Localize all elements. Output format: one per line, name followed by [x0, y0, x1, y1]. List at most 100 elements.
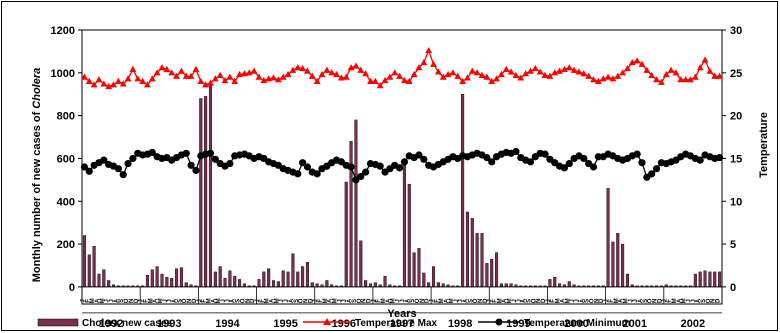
month-label: A [677, 298, 683, 303]
temperature-max-point [119, 80, 127, 87]
y-right-tick-label: 10 [730, 196, 742, 208]
month-label: J [633, 299, 639, 302]
month-label: A [328, 298, 334, 303]
temperature-max-point [628, 58, 636, 66]
temperature-max-point [255, 73, 263, 80]
temperature-max-point [158, 64, 166, 71]
month-label: M [497, 298, 503, 303]
year-label: 1996 [332, 318, 356, 330]
temperature-max-point [177, 67, 185, 74]
temperature-max-point [148, 75, 156, 82]
month-label: O [473, 298, 479, 303]
month-label: D [308, 298, 314, 303]
cholera-bar [625, 273, 629, 288]
y-left-title-part1: Monthly number of new cases of [31, 109, 43, 283]
temperature-max-point [260, 76, 268, 84]
y-left-tick-label: 1200 [51, 25, 75, 37]
temperature-max-point [701, 56, 709, 63]
temperature-max-point [221, 76, 229, 84]
cholera-bar [301, 266, 305, 288]
temperature-max-point [231, 77, 239, 84]
temperature-min-point [420, 155, 428, 163]
cholera-bar [175, 268, 179, 288]
cholera-bar [698, 271, 702, 288]
month-label: A [114, 298, 120, 303]
y-left-tick-label: 400 [57, 196, 75, 208]
cholera-bar [97, 273, 101, 288]
month-label: F [493, 299, 499, 303]
cholera-bar [548, 279, 552, 288]
temperature-min-point [580, 154, 588, 163]
temperature-max-point [182, 72, 190, 79]
year-label: 1997 [390, 318, 414, 330]
month-label: J [342, 299, 348, 302]
cholera-bar [281, 270, 285, 288]
temperature-max-point [430, 60, 437, 67]
temperature-max-point [648, 71, 656, 78]
cholera-bar [359, 240, 363, 288]
temperature-min-point [512, 147, 520, 156]
temperature-max-point [236, 70, 243, 78]
legend-label-tmin: Temperature Minimum [524, 318, 631, 329]
month-label: J [168, 299, 174, 302]
temperature-min-point [80, 163, 89, 171]
y-right-tick-label: 30 [730, 25, 742, 37]
cholera-bar [364, 280, 368, 288]
temperature-max-point [691, 73, 699, 80]
cholera-bar [693, 273, 697, 288]
month-label: O [531, 298, 537, 303]
temperature-min-point [182, 149, 190, 157]
month-label: J [396, 299, 402, 302]
month-label: M [100, 298, 106, 303]
cholera-bar [611, 241, 615, 288]
month-label: D [599, 298, 605, 303]
cholera-bar [325, 280, 329, 288]
cholera-bar [431, 266, 436, 288]
month-label: M [614, 298, 620, 303]
month-label: N [594, 299, 600, 303]
month-label: A [560, 298, 566, 303]
temperature-min-point [100, 156, 108, 164]
temperature-max-point [624, 64, 631, 72]
month-label: D [425, 298, 431, 303]
month-label: O [182, 298, 188, 303]
temperature-max-point [454, 72, 462, 79]
cholera-bar [305, 262, 309, 288]
month-label: F [143, 299, 149, 303]
temperature-max-point [541, 71, 549, 78]
temperature-max-point [570, 66, 578, 73]
month-label: A [580, 298, 586, 303]
month-label: D [250, 298, 256, 303]
month-label: S [177, 299, 183, 303]
month-label: J [628, 299, 634, 302]
month-label: A [619, 298, 625, 303]
temperature-max-point [672, 69, 680, 76]
month-label: J [105, 299, 111, 302]
month-label: S [526, 299, 532, 303]
temperature-max-point [580, 70, 588, 77]
temperature-min-point [85, 167, 93, 175]
temperature-max-point [687, 76, 694, 83]
temperature-min-point [347, 163, 355, 171]
month-label: S [701, 299, 707, 303]
month-label: M [556, 298, 562, 303]
cholera-bar [485, 263, 489, 288]
temperature-max-point [274, 76, 282, 83]
y-left-tick-label: 200 [57, 239, 75, 251]
temperature-max-point [381, 76, 389, 84]
month-label: D [716, 298, 722, 303]
cholera-bar [208, 85, 213, 288]
year-label: 1998 [448, 318, 472, 330]
month-label: N [245, 299, 251, 303]
cholera-bar [233, 275, 237, 288]
cholera-bar [160, 273, 164, 288]
temperature-max-point [638, 60, 646, 67]
cholera-bar [213, 271, 217, 288]
month-label: M [507, 298, 513, 303]
cholera-bar [238, 279, 242, 288]
month-label: N [711, 299, 717, 303]
cholera-bar [703, 270, 707, 288]
temperature-max-point [289, 66, 297, 73]
temperature-max-point [134, 75, 142, 82]
